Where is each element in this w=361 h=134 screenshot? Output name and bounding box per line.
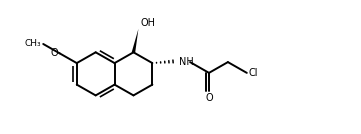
Text: O: O [51,48,58,58]
Polygon shape [132,29,138,53]
Text: OH: OH [140,18,156,28]
Text: Cl: Cl [249,68,258,78]
Text: O: O [205,93,213,103]
Text: NH: NH [179,57,194,67]
Text: CH₃: CH₃ [25,40,41,49]
